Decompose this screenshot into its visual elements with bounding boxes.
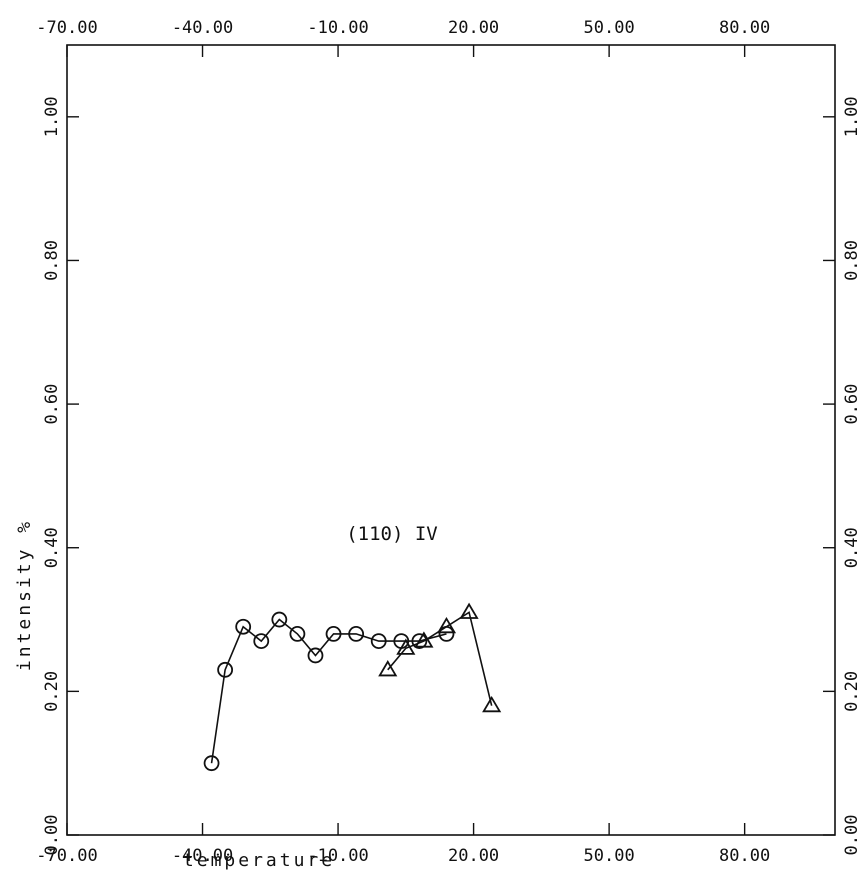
triangle-marker	[436, 616, 457, 634]
tick-labels: -70.00 -70.00 -40.00 -40.00 -10.00 -10.00 20.0…	[36, 18, 862, 866]
x-tick-label-top: 80.00	[719, 18, 770, 38]
series-circle	[203, 611, 455, 772]
circle-marker	[235, 618, 252, 635]
y-axis-title: intensity %	[14, 519, 35, 671]
x-tick-label-bottom: -40.00	[172, 846, 233, 866]
circle-marker	[348, 626, 365, 642]
circle-marker	[325, 626, 342, 642]
triangle-marker	[414, 631, 434, 648]
triangle-marker	[459, 602, 479, 619]
x-tick-label-top: -10.00	[307, 18, 368, 38]
x-tick-label-top: -40.00	[172, 18, 233, 38]
x-tick-label-top: -70.00	[36, 18, 97, 38]
circle-marker	[253, 633, 270, 649]
circle-marker	[289, 626, 306, 642]
x-tick-label-top: 20.00	[448, 18, 499, 38]
y-tick-label-right: 1.00	[842, 96, 862, 137]
y-tick-label-left: 0.80	[42, 240, 62, 281]
y-tick-label-left: 1.00	[42, 96, 62, 137]
circle-marker	[217, 661, 234, 678]
x-tick-label-bottom: -70.00	[36, 846, 97, 866]
x-tick-label-bottom: 20.00	[448, 846, 499, 866]
series-line	[387, 611, 493, 706]
series-line	[210, 618, 447, 764]
x-tick-label-bottom: 50.00	[584, 846, 635, 866]
x-tick-label-bottom: 80.00	[719, 846, 770, 866]
x-tick-label-top: 50.00	[584, 18, 635, 38]
circle-marker	[203, 755, 220, 772]
circle-marker	[370, 633, 387, 649]
y-tick-label-right: 0.80	[842, 240, 862, 281]
y-tick-label-right: 0.40	[842, 527, 862, 568]
annotation-110-iv: (110) IV	[346, 523, 438, 545]
series-triangle	[378, 602, 502, 713]
triangle-marker	[482, 695, 502, 713]
y-tick-label-right: 0.00	[842, 815, 862, 856]
circle-marker	[411, 633, 428, 649]
y-tick-label-right: 0.60	[842, 384, 862, 425]
x-axis-title: temperature	[183, 850, 335, 871]
triangle-marker	[396, 638, 416, 655]
x-tick-label-bottom: -10.00	[307, 846, 368, 866]
axis-ticks	[66, 45, 835, 836]
circle-marker	[271, 611, 288, 628]
series-layer	[203, 602, 502, 772]
y-tick-label-left: 0.40	[42, 527, 62, 568]
y-tick-label-left: 0.20	[42, 671, 62, 712]
plot-frame	[66, 44, 836, 836]
y-tick-label-right: 0.20	[842, 671, 862, 712]
y-tick-label-left: 0.60	[42, 384, 62, 425]
y-tick-label-left: 0.00	[42, 815, 62, 856]
circle-marker	[307, 647, 324, 664]
triangle-marker	[378, 660, 398, 677]
